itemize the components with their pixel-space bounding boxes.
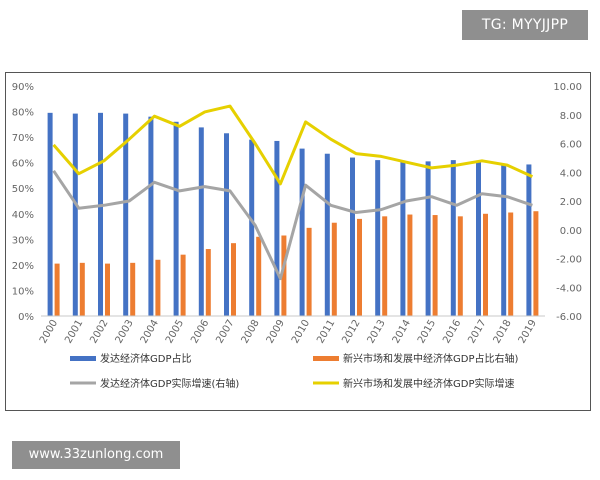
right-tick-label: -2.00 bbox=[556, 255, 582, 266]
right-tick-label: 4.00 bbox=[560, 168, 582, 179]
right-tick-label: -6.00 bbox=[556, 312, 582, 323]
x-tick-label: 2007 bbox=[214, 318, 236, 346]
legend-swatch-developed-share bbox=[70, 356, 96, 361]
bar-emerging-share-2010 bbox=[306, 227, 312, 316]
bar-emerging-share-2009 bbox=[281, 235, 287, 316]
bar-emerging-share-2002 bbox=[105, 263, 110, 316]
left-tick-label: 30% bbox=[12, 235, 34, 246]
x-tick-label: 2008 bbox=[240, 318, 262, 346]
bar-developed-share-2013 bbox=[375, 160, 381, 316]
bar-developed-share-2003 bbox=[123, 113, 129, 316]
x-tick-label: 2013 bbox=[366, 318, 388, 346]
bar-developed-share-2009 bbox=[274, 140, 280, 316]
bar-emerging-share-2005 bbox=[180, 254, 186, 316]
bar-developed-share-2008 bbox=[249, 139, 255, 316]
x-tick-label: 2012 bbox=[340, 318, 362, 346]
x-tick-label: 2004 bbox=[139, 318, 161, 346]
bar-developed-share-2004 bbox=[148, 116, 154, 317]
right-tick-label: -4.00 bbox=[556, 283, 582, 294]
legend-label-emerging-share: 新兴市场和发展中经济体GDP占比右轴) bbox=[343, 352, 518, 365]
left-tick-label: 0% bbox=[18, 312, 34, 323]
lines-group bbox=[52, 104, 534, 281]
bar-developed-share-2002 bbox=[98, 112, 103, 316]
bar-emerging-share-2016 bbox=[457, 216, 463, 316]
bar-developed-share-2016 bbox=[450, 160, 456, 316]
right-tick-label: 6.00 bbox=[560, 140, 582, 151]
legend-label-emerging-growth: 新兴市场和发展中经济体GDP实际增速 bbox=[343, 377, 514, 390]
x-tick-label: 2019 bbox=[517, 318, 539, 346]
left-tick-label: 20% bbox=[12, 261, 34, 272]
left-axis-ticks: 0% 10% 20% 30% 40% 50% 60% 70% 80% 90% bbox=[12, 82, 34, 323]
x-tick-label: 2014 bbox=[391, 318, 413, 346]
x-tick-label: 2011 bbox=[315, 318, 337, 346]
bar-emerging-share-2001 bbox=[79, 262, 85, 316]
left-tick-label: 90% bbox=[12, 82, 34, 93]
bar-developed-share-2019 bbox=[526, 164, 532, 316]
bar-developed-share-2010 bbox=[299, 148, 305, 316]
bar-developed-share-2000 bbox=[47, 112, 53, 316]
bar-emerging-share-2017 bbox=[483, 213, 488, 316]
line-emerging-growth bbox=[52, 104, 534, 186]
legend: 发达经济体GDP占比 新兴市场和发展中经济体GDP占比右轴) 发达经济体GDP实… bbox=[70, 352, 518, 390]
line-developed-growth bbox=[52, 169, 533, 281]
left-tick-label: 70% bbox=[12, 133, 34, 144]
tg-watermark-badge: TG: MYYJJPP bbox=[462, 10, 588, 40]
bar-emerging-share-2012 bbox=[357, 218, 362, 316]
x-tick-label: 2003 bbox=[114, 318, 136, 346]
right-tick-label: 8.00 bbox=[560, 111, 582, 122]
legend-label-developed-share: 发达经济体GDP占比 bbox=[100, 352, 191, 365]
bar-emerging-share-2004 bbox=[155, 259, 161, 316]
bar-emerging-share-2000 bbox=[54, 263, 60, 316]
bar-developed-share-2007 bbox=[224, 133, 229, 316]
legend-label-developed-growth: 发达经济体GDP实际增速(右轴) bbox=[100, 377, 239, 390]
left-tick-label: 80% bbox=[12, 108, 34, 119]
x-tick-label: 2002 bbox=[88, 318, 110, 346]
right-axis-ticks: -6.00 -4.00 -2.00 0.00 2.00 4.00 6.00 8.00 10.00 bbox=[553, 82, 582, 323]
left-tick-label: 40% bbox=[12, 210, 34, 221]
bar-emerging-share-2018 bbox=[508, 212, 514, 316]
x-axis-ticks: 2000 2001 2002 2003 2004 2005 2006 2007 2008 2009… bbox=[38, 318, 539, 346]
left-tick-label: 10% bbox=[12, 286, 34, 297]
bar-emerging-share-2019 bbox=[533, 211, 539, 316]
bar-emerging-share-2014 bbox=[407, 214, 413, 316]
bar-developed-share-2011 bbox=[324, 153, 330, 316]
bar-emerging-share-2015 bbox=[432, 215, 438, 316]
x-tick-label: 2018 bbox=[492, 318, 514, 346]
x-tick-label: 2016 bbox=[441, 318, 463, 346]
bar-developed-share-2012 bbox=[350, 157, 355, 316]
bars-group bbox=[47, 112, 539, 317]
bar-emerging-share-2003 bbox=[130, 262, 136, 316]
bar-emerging-share-2011 bbox=[331, 222, 337, 316]
bar-developed-share-2018 bbox=[501, 165, 507, 316]
x-tick-label: 2000 bbox=[38, 318, 60, 346]
bar-emerging-share-2007 bbox=[231, 243, 236, 316]
bar-emerging-share-2013 bbox=[382, 216, 388, 316]
bar-developed-share-2017 bbox=[476, 161, 481, 316]
left-tick-label: 60% bbox=[12, 159, 34, 170]
x-tick-label: 2015 bbox=[416, 318, 438, 346]
x-tick-label: 2001 bbox=[63, 318, 85, 346]
x-tick-label: 2010 bbox=[290, 318, 312, 346]
bar-developed-share-2006 bbox=[198, 127, 204, 317]
bar-developed-share-2015 bbox=[425, 161, 431, 316]
bar-developed-share-2005 bbox=[173, 121, 179, 317]
bar-emerging-share-2006 bbox=[205, 249, 211, 316]
right-tick-label: 0.00 bbox=[560, 226, 582, 237]
left-tick-label: 50% bbox=[12, 184, 34, 195]
legend-swatch-emerging-share bbox=[313, 356, 339, 361]
bar-developed-share-2001 bbox=[72, 113, 78, 316]
x-tick-label: 2009 bbox=[265, 318, 287, 346]
site-watermark-badge: www.33zunlong.com bbox=[12, 441, 180, 469]
x-tick-label: 2017 bbox=[466, 318, 488, 346]
right-tick-label: 2.00 bbox=[560, 197, 582, 208]
x-tick-label: 2006 bbox=[189, 318, 211, 346]
bar-developed-share-2014 bbox=[400, 161, 406, 316]
bar-emerging-share-2008 bbox=[256, 236, 262, 316]
x-tick-label: 2005 bbox=[164, 318, 186, 346]
right-tick-label: 10.00 bbox=[553, 82, 582, 93]
